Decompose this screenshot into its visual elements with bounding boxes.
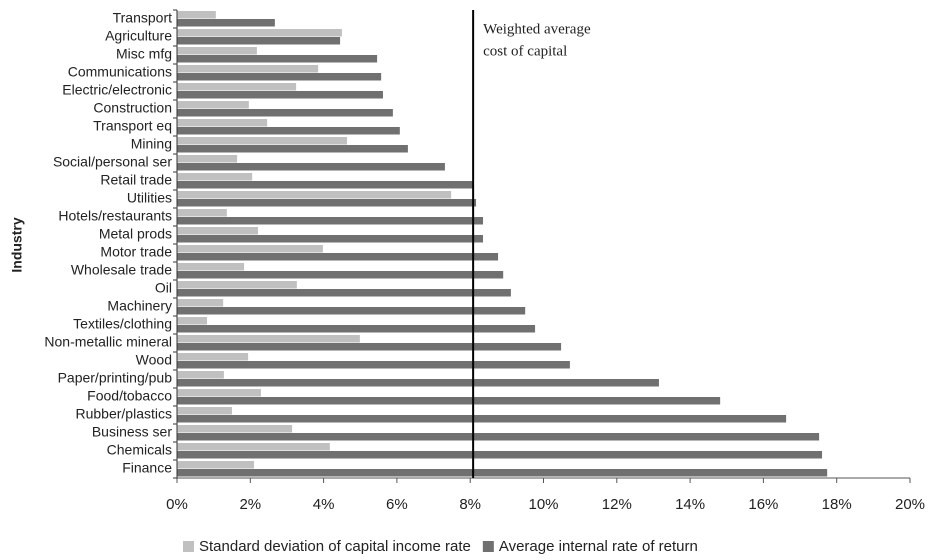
bar [177, 317, 208, 325]
bar [177, 253, 499, 261]
y-tick-label: Business ser [92, 424, 172, 440]
bar [177, 325, 536, 333]
y-tick-label: Construction [93, 100, 172, 116]
bar [177, 407, 232, 415]
bar [177, 307, 526, 315]
bar [177, 91, 383, 99]
bar [177, 469, 828, 477]
bar [177, 371, 224, 379]
legend-swatch [183, 541, 194, 552]
bar [177, 443, 330, 451]
bar [177, 209, 227, 217]
bar [177, 47, 257, 55]
bar [177, 235, 484, 243]
y-tick-label: Oil [155, 280, 172, 296]
bar [177, 415, 787, 423]
reference-label: cost of capital [483, 43, 567, 59]
legend-swatch [482, 541, 494, 552]
reference-label: Weighted average [483, 21, 591, 37]
x-tick-label: 8% [459, 496, 481, 513]
y-tick-label: Communications [68, 64, 172, 80]
y-tick-label: Retail trade [100, 172, 172, 188]
bar [177, 37, 341, 45]
bar [177, 191, 452, 199]
y-tick-label: Metal prods [99, 226, 172, 242]
bar [177, 343, 562, 351]
y-tick-label: Electric/electronic [62, 82, 172, 98]
bar [177, 353, 249, 361]
bar [177, 299, 224, 307]
x-tick-label: 20% [895, 496, 925, 513]
bar [177, 55, 378, 63]
bar [177, 379, 659, 387]
bar [177, 73, 382, 81]
y-tick-label: Paper/printing/pub [58, 370, 173, 386]
y-tick-label: Rubber/plastics [76, 406, 173, 422]
bar [177, 271, 504, 279]
y-tick-label: Transport eq [93, 118, 172, 134]
y-tick-label: Hotels/restaurants [58, 208, 172, 224]
y-tick-label: Wholesale trade [71, 262, 172, 278]
bar [177, 181, 474, 189]
y-tick-label: Finance [122, 460, 172, 476]
bar [177, 425, 293, 433]
bar [177, 101, 249, 109]
bar [177, 119, 268, 127]
bar [177, 451, 823, 459]
bar [177, 11, 216, 19]
x-tick-label: 16% [748, 496, 778, 513]
bar [177, 83, 297, 91]
bar [177, 335, 360, 343]
y-tick-label: Motor trade [100, 244, 172, 260]
bar [177, 263, 245, 271]
x-tick-label: 18% [822, 496, 852, 513]
bar [177, 227, 258, 235]
legend-label: Average internal rate of return [499, 538, 698, 555]
bar [177, 137, 348, 145]
bar [177, 281, 297, 289]
y-tick-label: Mining [131, 136, 172, 152]
y-tick-label: Textiles/clothing [73, 316, 172, 332]
y-axis-label: Industry [9, 217, 25, 272]
x-tick-label: 0% [166, 496, 188, 513]
bar [177, 245, 323, 253]
x-tick-label: 14% [675, 496, 705, 513]
y-tick-label: Wood [136, 352, 172, 368]
y-tick-label: Utilities [127, 190, 172, 206]
x-tick-label: 10% [528, 496, 558, 513]
bar [177, 109, 393, 117]
y-tick-label: Misc mfg [116, 46, 172, 62]
y-tick-label: Transport [113, 10, 173, 26]
x-tick-label: 4% [313, 496, 335, 513]
x-tick-label: 2% [239, 496, 261, 513]
bar [177, 127, 400, 135]
bar [177, 397, 721, 405]
bar [177, 199, 477, 207]
y-tick-label: Food/tobacco [87, 388, 172, 404]
y-tick-label: Non-metallic mineral [44, 334, 172, 350]
y-tick-label: Machinery [107, 298, 172, 314]
bar [177, 163, 445, 171]
x-tick-label: 6% [386, 496, 408, 513]
y-tick-label: Social/personal ser [53, 154, 172, 170]
legend-label: Standard deviation of capital income rat… [199, 538, 471, 555]
bar [177, 289, 511, 297]
bar [177, 65, 319, 73]
bar [177, 173, 253, 181]
bar [177, 19, 275, 27]
y-tick-label: Agriculture [105, 28, 172, 44]
bar [177, 461, 254, 469]
bar [177, 433, 820, 441]
y-tick-label: Chemicals [107, 442, 172, 458]
bar [177, 361, 570, 369]
bar [177, 145, 408, 153]
bar [177, 29, 342, 37]
bar [177, 217, 484, 225]
bar [177, 389, 261, 397]
bar [177, 155, 238, 163]
x-tick-label: 12% [602, 496, 632, 513]
